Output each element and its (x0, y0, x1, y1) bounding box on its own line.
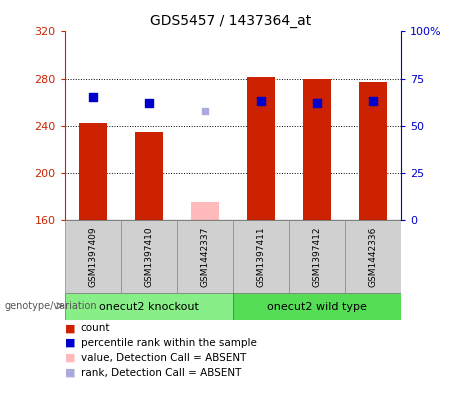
Point (369, 98, 377, 105)
Text: ■: ■ (65, 338, 75, 348)
Point (201, 108, 208, 114)
Text: value, Detection Call = ABSENT: value, Detection Call = ABSENT (81, 353, 246, 363)
Text: GDS5457 / 1437364_at: GDS5457 / 1437364_at (150, 14, 311, 28)
Bar (78, 123, 106, 220)
Bar (191, 202, 219, 220)
Text: GSM1397411: GSM1397411 (256, 226, 266, 287)
Text: count: count (81, 323, 110, 333)
Text: genotype/variation: genotype/variation (5, 301, 97, 311)
Point (257, 98, 265, 105)
Bar (121, 220, 177, 293)
Text: GSM1397410: GSM1397410 (144, 226, 153, 287)
Bar (303, 79, 331, 220)
Text: onecut2 wild type: onecut2 wild type (267, 301, 367, 312)
Bar (233, 293, 401, 320)
Bar (289, 220, 345, 293)
Bar (65, 293, 233, 320)
Text: GSM1442336: GSM1442336 (368, 226, 378, 286)
Point (145, 100, 152, 106)
Text: onecut2 knockout: onecut2 knockout (99, 301, 199, 312)
Text: percentile rank within the sample: percentile rank within the sample (81, 338, 257, 348)
Bar (233, 220, 289, 293)
Text: ■: ■ (65, 323, 75, 333)
Bar (177, 220, 233, 293)
Text: rank, Detection Call = ABSENT: rank, Detection Call = ABSENT (81, 368, 241, 378)
Bar (65, 220, 121, 293)
Text: ■: ■ (65, 353, 75, 363)
Point (89, 94, 96, 101)
Text: GSM1442337: GSM1442337 (200, 226, 209, 286)
Point (313, 100, 321, 106)
Bar (359, 82, 387, 220)
Bar (135, 132, 163, 220)
Bar (345, 220, 401, 293)
Text: GSM1397412: GSM1397412 (313, 226, 321, 286)
Bar (247, 77, 275, 220)
Text: GSM1397409: GSM1397409 (88, 226, 97, 287)
Text: ■: ■ (65, 368, 75, 378)
